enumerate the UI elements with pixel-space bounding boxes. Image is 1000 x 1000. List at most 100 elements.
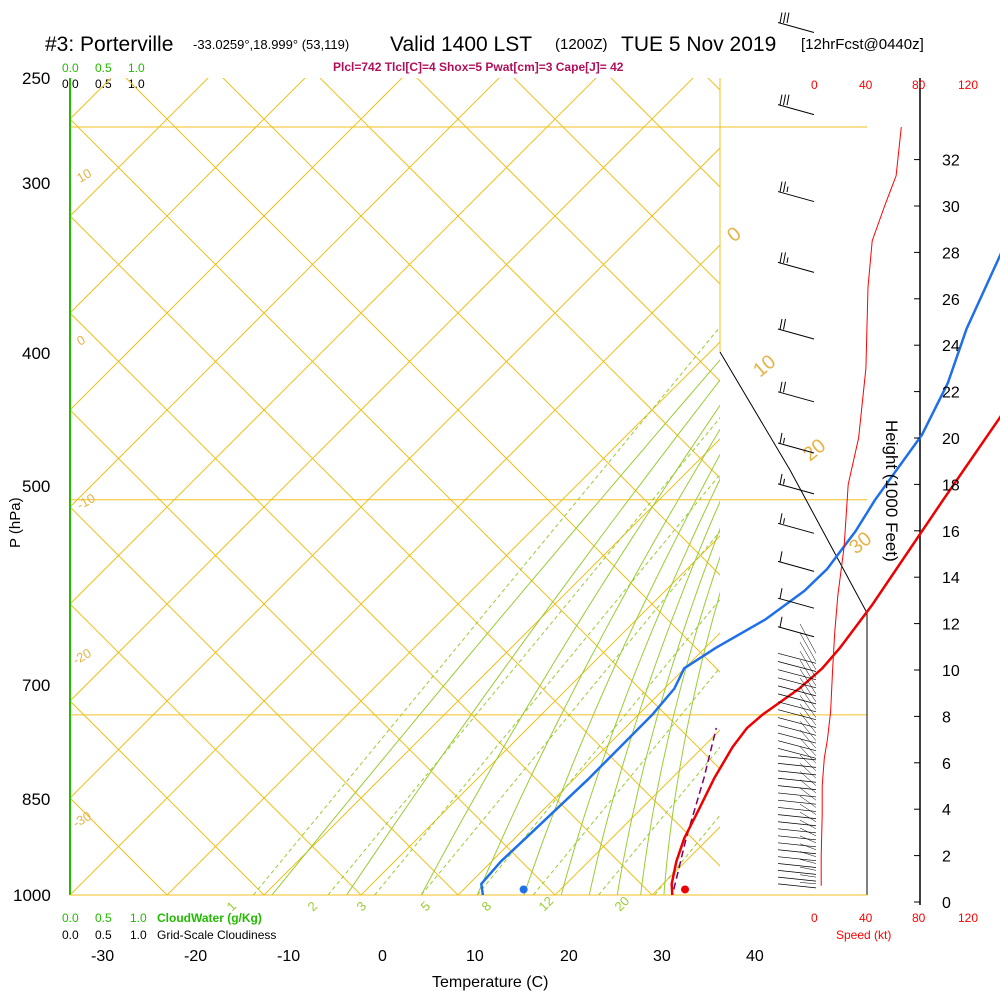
cloudwater-label: CloudWater (g/Kg) <box>157 911 262 925</box>
forecast-date: TUE 5 Nov 2019 <box>621 33 776 56</box>
pressure-tick: 1000 <box>13 886 51 905</box>
low-level-barb <box>777 652 817 664</box>
height-tick: 8 <box>942 709 951 726</box>
height-tick: 22 <box>942 385 960 402</box>
wind-speed-profile <box>820 127 902 886</box>
temperature-profile <box>670 415 1000 896</box>
top-cloudiness-scale: 0.0 0.5 1.0 <box>62 77 145 91</box>
mixing-ratio-line <box>598 746 720 895</box>
isotherm-line <box>70 78 694 702</box>
low-level-barb <box>777 799 817 805</box>
temperature-tick: 10 <box>466 948 484 965</box>
low-level-barb <box>777 856 817 862</box>
wind-barb-feather <box>779 616 783 628</box>
cloudiness-tick: 0.5 <box>95 77 112 91</box>
moist-adiabat <box>346 379 720 895</box>
dry-adiabat-label: 0 <box>723 223 746 247</box>
low-level-barb <box>777 669 817 681</box>
moist-adiabat <box>476 428 720 895</box>
mixing-ratio-line <box>420 530 720 895</box>
low-level-barb <box>799 686 817 710</box>
height-tick: 32 <box>942 153 960 170</box>
isotherm-line <box>70 244 720 895</box>
low-level-barb <box>777 685 817 697</box>
pressure-axis: 250 300 400 500 700 850 1000 P (hPa) <box>7 69 51 905</box>
height-tick: 16 <box>942 524 960 541</box>
wind-barb <box>777 181 815 203</box>
temperature-tick: -20 <box>184 948 207 965</box>
low-level-barb <box>799 779 817 794</box>
low-level-barb <box>799 677 817 702</box>
dry-adiabat <box>222 78 720 576</box>
moist-adiabat <box>523 453 720 895</box>
low-level-barb <box>777 770 817 776</box>
wind-barb-feather <box>779 473 783 485</box>
dry-adiabat-label: 30 <box>845 528 876 559</box>
isotherm-line <box>70 78 403 411</box>
height-tick: 28 <box>942 245 960 262</box>
mixing-ratio-label: 5 <box>418 898 434 914</box>
low-level-barb <box>799 695 817 718</box>
dry-adiabat <box>125 78 720 673</box>
low-level-barb <box>777 828 817 834</box>
mixing-ratio-label: 20 <box>612 893 633 914</box>
low-level-barb <box>777 677 817 689</box>
low-level-barb <box>777 740 817 752</box>
dry-adiabat <box>70 603 362 895</box>
mixing-ratio-lines <box>252 326 720 895</box>
wind-barb-staff <box>777 626 815 638</box>
low-level-barb <box>799 795 817 808</box>
speed-tick-top: 40 <box>859 78 873 92</box>
low-level-barb <box>777 701 817 713</box>
dry-adiabat-label: -10 <box>74 490 98 512</box>
height-tick: 24 <box>942 338 960 355</box>
low-level-barb <box>777 661 817 672</box>
low-level-barb <box>799 843 817 851</box>
moist-adiabat <box>616 527 720 895</box>
isotherm-line <box>70 78 597 605</box>
temperature-axis: -30 -20 -10 0 10 20 30 40 Temperature (C… <box>91 948 764 991</box>
low-level-barb <box>799 763 817 779</box>
wind-panel <box>777 12 902 889</box>
wind-barb-half-feather <box>783 478 785 485</box>
dry-adiabat <box>70 894 71 895</box>
moist-adiabat <box>271 359 720 895</box>
isobar-lines <box>70 126 867 896</box>
dry-adiabat <box>70 409 556 895</box>
wind-barb-staff <box>777 328 815 340</box>
low-level-barb <box>777 807 817 812</box>
height-tick: 20 <box>942 431 960 448</box>
moist-adiabat <box>640 555 720 895</box>
temperature-tick: -10 <box>277 948 300 965</box>
temperature-tick: 0 <box>378 948 387 965</box>
low-level-barb <box>799 623 817 654</box>
dry-adiabat <box>70 506 459 895</box>
low-level-barb <box>799 811 817 822</box>
pressure-tick: 850 <box>22 790 50 809</box>
height-axis: Height (1000 Feet) 024681012141618202224… <box>882 153 960 912</box>
low-level-barb <box>799 787 817 801</box>
dry-adiabat <box>319 78 720 479</box>
mixing-ratio-line <box>476 598 720 895</box>
low-level-barb <box>777 717 817 728</box>
low-level-barb <box>799 738 817 757</box>
cloudiness-tick: 0.0 <box>62 928 79 942</box>
low-level-barb <box>799 754 817 772</box>
dry-adiabat-label: -30 <box>70 808 94 830</box>
bottom-legend: 0.0 0.5 1.0 CloudWater (g/Kg) 0.0 0.5 1.… <box>62 911 276 942</box>
wind-barb-feather <box>779 381 783 393</box>
low-level-barb <box>799 712 817 734</box>
wind-barb-feather <box>783 381 786 393</box>
top-cloudwater-scale: 0.0 0.5 1.0 <box>62 61 145 75</box>
low-level-barb <box>777 693 817 705</box>
wind-barb <box>777 473 815 495</box>
wind-barb-staff <box>777 597 815 609</box>
low-level-barb <box>777 732 817 744</box>
dry-adiabat <box>70 700 265 895</box>
speed-tick-bottom: 40 <box>859 911 873 925</box>
wind-barb-feather <box>786 94 790 106</box>
station-coords: -33.0259°,18.999° (53,119) <box>193 37 349 52</box>
height-tick: 14 <box>942 570 960 587</box>
wind-barb-feather <box>783 181 786 193</box>
